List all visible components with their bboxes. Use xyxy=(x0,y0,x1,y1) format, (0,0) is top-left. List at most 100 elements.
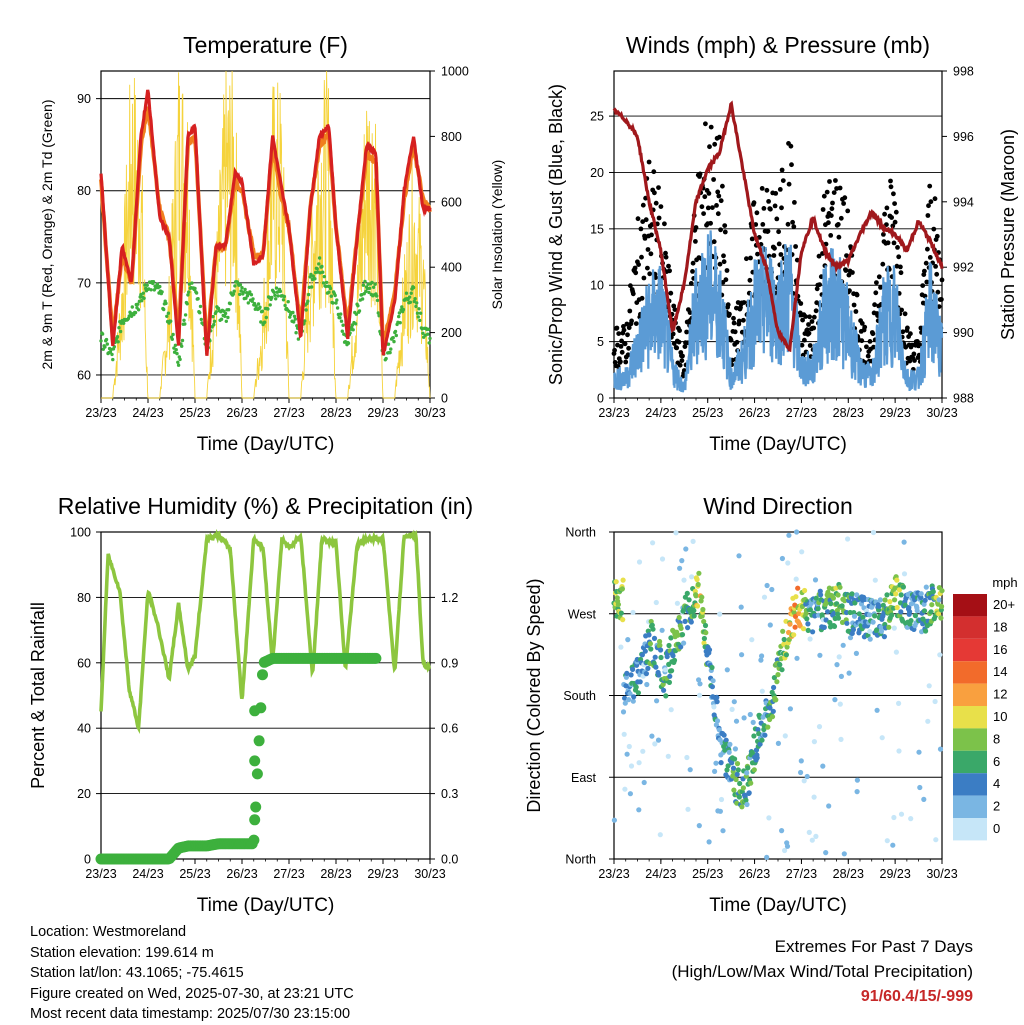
gust-point xyxy=(684,329,689,335)
gust-point xyxy=(639,254,644,260)
direction-point xyxy=(932,698,938,705)
direction-point xyxy=(856,611,862,617)
direction-point xyxy=(849,591,855,597)
gust-point xyxy=(734,339,740,345)
dewpoint-point xyxy=(274,286,279,290)
direction-point xyxy=(889,612,895,618)
gust-point xyxy=(614,325,620,331)
y-tick-label: 100 xyxy=(70,526,91,540)
direction-point xyxy=(718,760,724,766)
dewpoint-point xyxy=(421,331,425,335)
dewpoint-point xyxy=(173,343,178,347)
y-tick-label: 25 xyxy=(590,110,604,124)
direction-point xyxy=(755,727,761,733)
direction-point xyxy=(881,634,888,640)
gust-point xyxy=(821,193,827,199)
gust-point xyxy=(649,232,654,238)
dewpoint-point xyxy=(166,311,171,315)
y-tick-label: West xyxy=(568,607,597,621)
dewpoint-point xyxy=(111,357,115,362)
dewpoint-point xyxy=(212,319,217,323)
direction-point xyxy=(697,692,703,698)
x-tick-label: 29/23 xyxy=(367,867,398,881)
direction-point xyxy=(647,641,654,647)
direction-point xyxy=(628,763,635,769)
direction-point xyxy=(880,602,886,608)
gust-point xyxy=(902,311,908,317)
direction-point xyxy=(732,746,739,752)
direction-point xyxy=(876,603,882,609)
gust-point xyxy=(636,262,641,267)
direction-point xyxy=(854,789,860,795)
legend-label: 0 xyxy=(993,821,1000,836)
direction-point xyxy=(816,724,823,730)
gust-point xyxy=(824,189,830,195)
y2-tick-label: 1.2 xyxy=(441,591,458,605)
direction-point xyxy=(837,584,843,590)
dewpoint-point xyxy=(363,279,367,284)
gust-point xyxy=(923,260,929,266)
gust-point xyxy=(811,314,817,320)
y-tick-label: 80 xyxy=(77,184,91,198)
chart-title: Temperature (F) xyxy=(183,32,348,58)
direction-point xyxy=(916,749,922,755)
direction-point xyxy=(804,773,810,780)
legend-label: 16 xyxy=(993,642,1007,657)
dewpoint-point xyxy=(321,270,325,274)
direction-point xyxy=(908,816,914,822)
direction-point xyxy=(925,718,931,724)
gust-point xyxy=(656,185,661,191)
direction-point xyxy=(710,678,716,684)
direction-point xyxy=(783,652,790,658)
x-tick-label: 29/23 xyxy=(367,406,398,420)
direction-point xyxy=(759,688,765,694)
gust-point xyxy=(884,222,889,228)
gust-point xyxy=(653,200,659,206)
direction-point xyxy=(820,763,826,769)
gust-point xyxy=(830,200,835,206)
x-tick-label: 25/23 xyxy=(692,406,723,420)
x-tick-label: 24/23 xyxy=(132,867,163,881)
dewpoint-point xyxy=(162,307,166,312)
dewpoint-point xyxy=(212,322,216,327)
dewpoint-point xyxy=(141,291,145,295)
dewpoint-point xyxy=(199,317,203,322)
gust-point xyxy=(881,232,886,237)
dewpoint-point xyxy=(394,333,398,338)
gust-point xyxy=(711,239,717,245)
gust-point xyxy=(817,282,822,287)
direction-point xyxy=(782,733,788,739)
gust-point xyxy=(710,205,715,211)
dewpoint-point xyxy=(165,314,169,318)
dewpoint-point xyxy=(214,310,218,314)
gust-point xyxy=(619,349,625,355)
direction-point xyxy=(896,587,903,593)
direction-point xyxy=(716,727,722,733)
direction-point xyxy=(701,618,707,625)
direction-point xyxy=(657,638,663,645)
dewpoint-point xyxy=(136,302,140,306)
dewpoint-point xyxy=(340,329,344,333)
dewpoint-point xyxy=(286,300,290,304)
gust-point xyxy=(939,277,945,283)
dewpoint-point xyxy=(227,308,231,312)
gust-point xyxy=(658,204,664,210)
dewpoint-point xyxy=(375,298,380,303)
gust-point xyxy=(794,257,800,263)
direction-point xyxy=(626,743,632,750)
gust-point xyxy=(939,297,944,302)
direction-point xyxy=(898,811,905,817)
direction-point xyxy=(630,666,636,673)
direction-point xyxy=(659,556,666,562)
direction-point xyxy=(658,647,664,653)
direction-point xyxy=(847,635,854,641)
dewpoint-point xyxy=(240,286,244,290)
direction-point xyxy=(901,539,907,545)
y-tick-label: 60 xyxy=(77,656,91,670)
direction-point xyxy=(633,684,639,690)
dewpoint-point xyxy=(310,285,314,289)
dewpoint-point xyxy=(409,291,413,295)
gust-point xyxy=(859,321,865,326)
direction-point xyxy=(739,652,745,658)
dewpoint-point xyxy=(118,329,123,334)
